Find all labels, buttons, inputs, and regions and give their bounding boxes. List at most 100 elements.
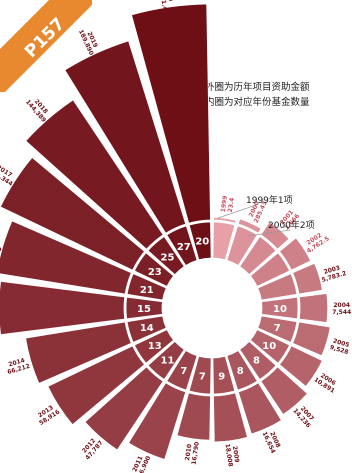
year-label: 2010	[184, 444, 193, 462]
inner-bar-2001	[239, 235, 277, 276]
outer-bar-2004	[298, 293, 329, 323]
annotation-2000: 2000年2项	[268, 219, 315, 231]
annotation-leader-1999	[217, 204, 257, 219]
inner-bar-2006	[249, 329, 291, 364]
year-label: 1999	[220, 195, 229, 213]
inner-count-2007: 8	[253, 355, 260, 366]
inner-count-2011: 7	[180, 366, 187, 377]
inner-count-2019: 27	[177, 242, 191, 253]
inner-bar-2002	[249, 252, 291, 287]
inner-bar-2010	[188, 355, 212, 395]
legend: 外圈为历年项目资助金额 内圈为对应年份基金数量	[205, 80, 310, 110]
inner-count-2009: 9	[218, 371, 225, 382]
annotation-1999: 1999年1项	[246, 194, 293, 206]
amount-label: 100,699	[0, 240, 2, 254]
year-label: 2009	[231, 445, 240, 463]
amount-label: 23.4	[227, 197, 236, 213]
inner-count-2006: 10	[262, 341, 276, 352]
outer-bar-2015	[0, 280, 126, 336]
outer-bar-2002	[278, 237, 312, 271]
amount-label: 7,544	[332, 309, 351, 316]
outer-bar-2008	[237, 382, 282, 435]
inner-bar-2014	[126, 315, 167, 343]
outer-bar-2016	[0, 220, 132, 295]
outer-bar-2010	[176, 392, 211, 441]
inner-bar-2017	[133, 252, 175, 287]
inner-count-2018: 25	[161, 253, 175, 264]
inner-count-2005: 7	[274, 323, 281, 334]
inner-count-2015: 15	[137, 304, 151, 315]
inner-bar-2012	[147, 340, 185, 381]
inner-bar-2009	[212, 355, 236, 395]
inner-bar-1999	[212, 221, 236, 261]
amount-label: 18,008	[224, 443, 234, 467]
inner-bar-2005	[257, 315, 298, 343]
chart-hole	[163, 259, 261, 357]
inner-bar-2020	[188, 221, 212, 261]
inner-bar-2013	[133, 329, 175, 364]
outer-label-2020: 2020230,361.4	[156, 0, 174, 11]
inner-count-2013: 13	[148, 341, 162, 352]
outer-label-2016: 2016100,699	[0, 240, 2, 254]
outer-bar-2009	[213, 392, 248, 443]
inner-bar-2008	[226, 349, 258, 391]
inner-count-2008: 8	[237, 366, 244, 377]
outer-bar-2006	[278, 345, 323, 387]
inner-count-2004: 10	[273, 304, 287, 315]
amount-label: 16,790	[191, 441, 201, 465]
year-label: 2003	[323, 264, 341, 275]
year-label: 2004	[333, 302, 350, 309]
inner-bar-2018	[147, 235, 185, 276]
inner-count-2016: 21	[140, 285, 154, 296]
annotation-leader-2000	[247, 229, 291, 237]
inner-count-2017: 23	[148, 267, 162, 278]
outer-bar-2011	[127, 382, 187, 461]
outer-bar-2019	[64, 40, 187, 234]
outer-bar-2005	[292, 321, 331, 357]
outer-bar-2017	[0, 156, 146, 271]
outer-bar-2007	[260, 366, 308, 416]
outer-bar-2014	[25, 321, 132, 384]
inner-count-2014: 14	[140, 323, 154, 334]
year-label: 2014	[8, 357, 26, 368]
inner-bar-2007	[239, 340, 277, 381]
year-label: 2020	[165, 0, 174, 2]
outer-bar-2020	[131, 3, 211, 224]
inner-bar-2004	[261, 296, 299, 320]
outer-bar-2013	[47, 345, 146, 426]
inner-count-2012: 11	[161, 355, 175, 366]
inner-bar-2003	[257, 273, 298, 301]
inner-count-2010: 7	[199, 371, 206, 382]
legend-inner-label: 内圈为对应年份基金数量	[205, 97, 310, 108]
inner-bar-2019	[166, 225, 198, 267]
outer-bar-2000	[237, 218, 262, 234]
outer-bar-2018	[25, 99, 164, 250]
amount-label: 230,361.4	[156, 0, 168, 11]
outer-bar-1999	[213, 216, 237, 224]
outer-bar-2003	[292, 262, 323, 295]
outer-bar-2001	[260, 221, 290, 250]
inner-count-2020: 20	[195, 237, 209, 248]
year-label: 2005	[332, 338, 350, 349]
outer-bar-2012	[84, 366, 164, 451]
inner-bar-2015	[125, 296, 163, 320]
inner-bar-2016	[126, 273, 167, 301]
